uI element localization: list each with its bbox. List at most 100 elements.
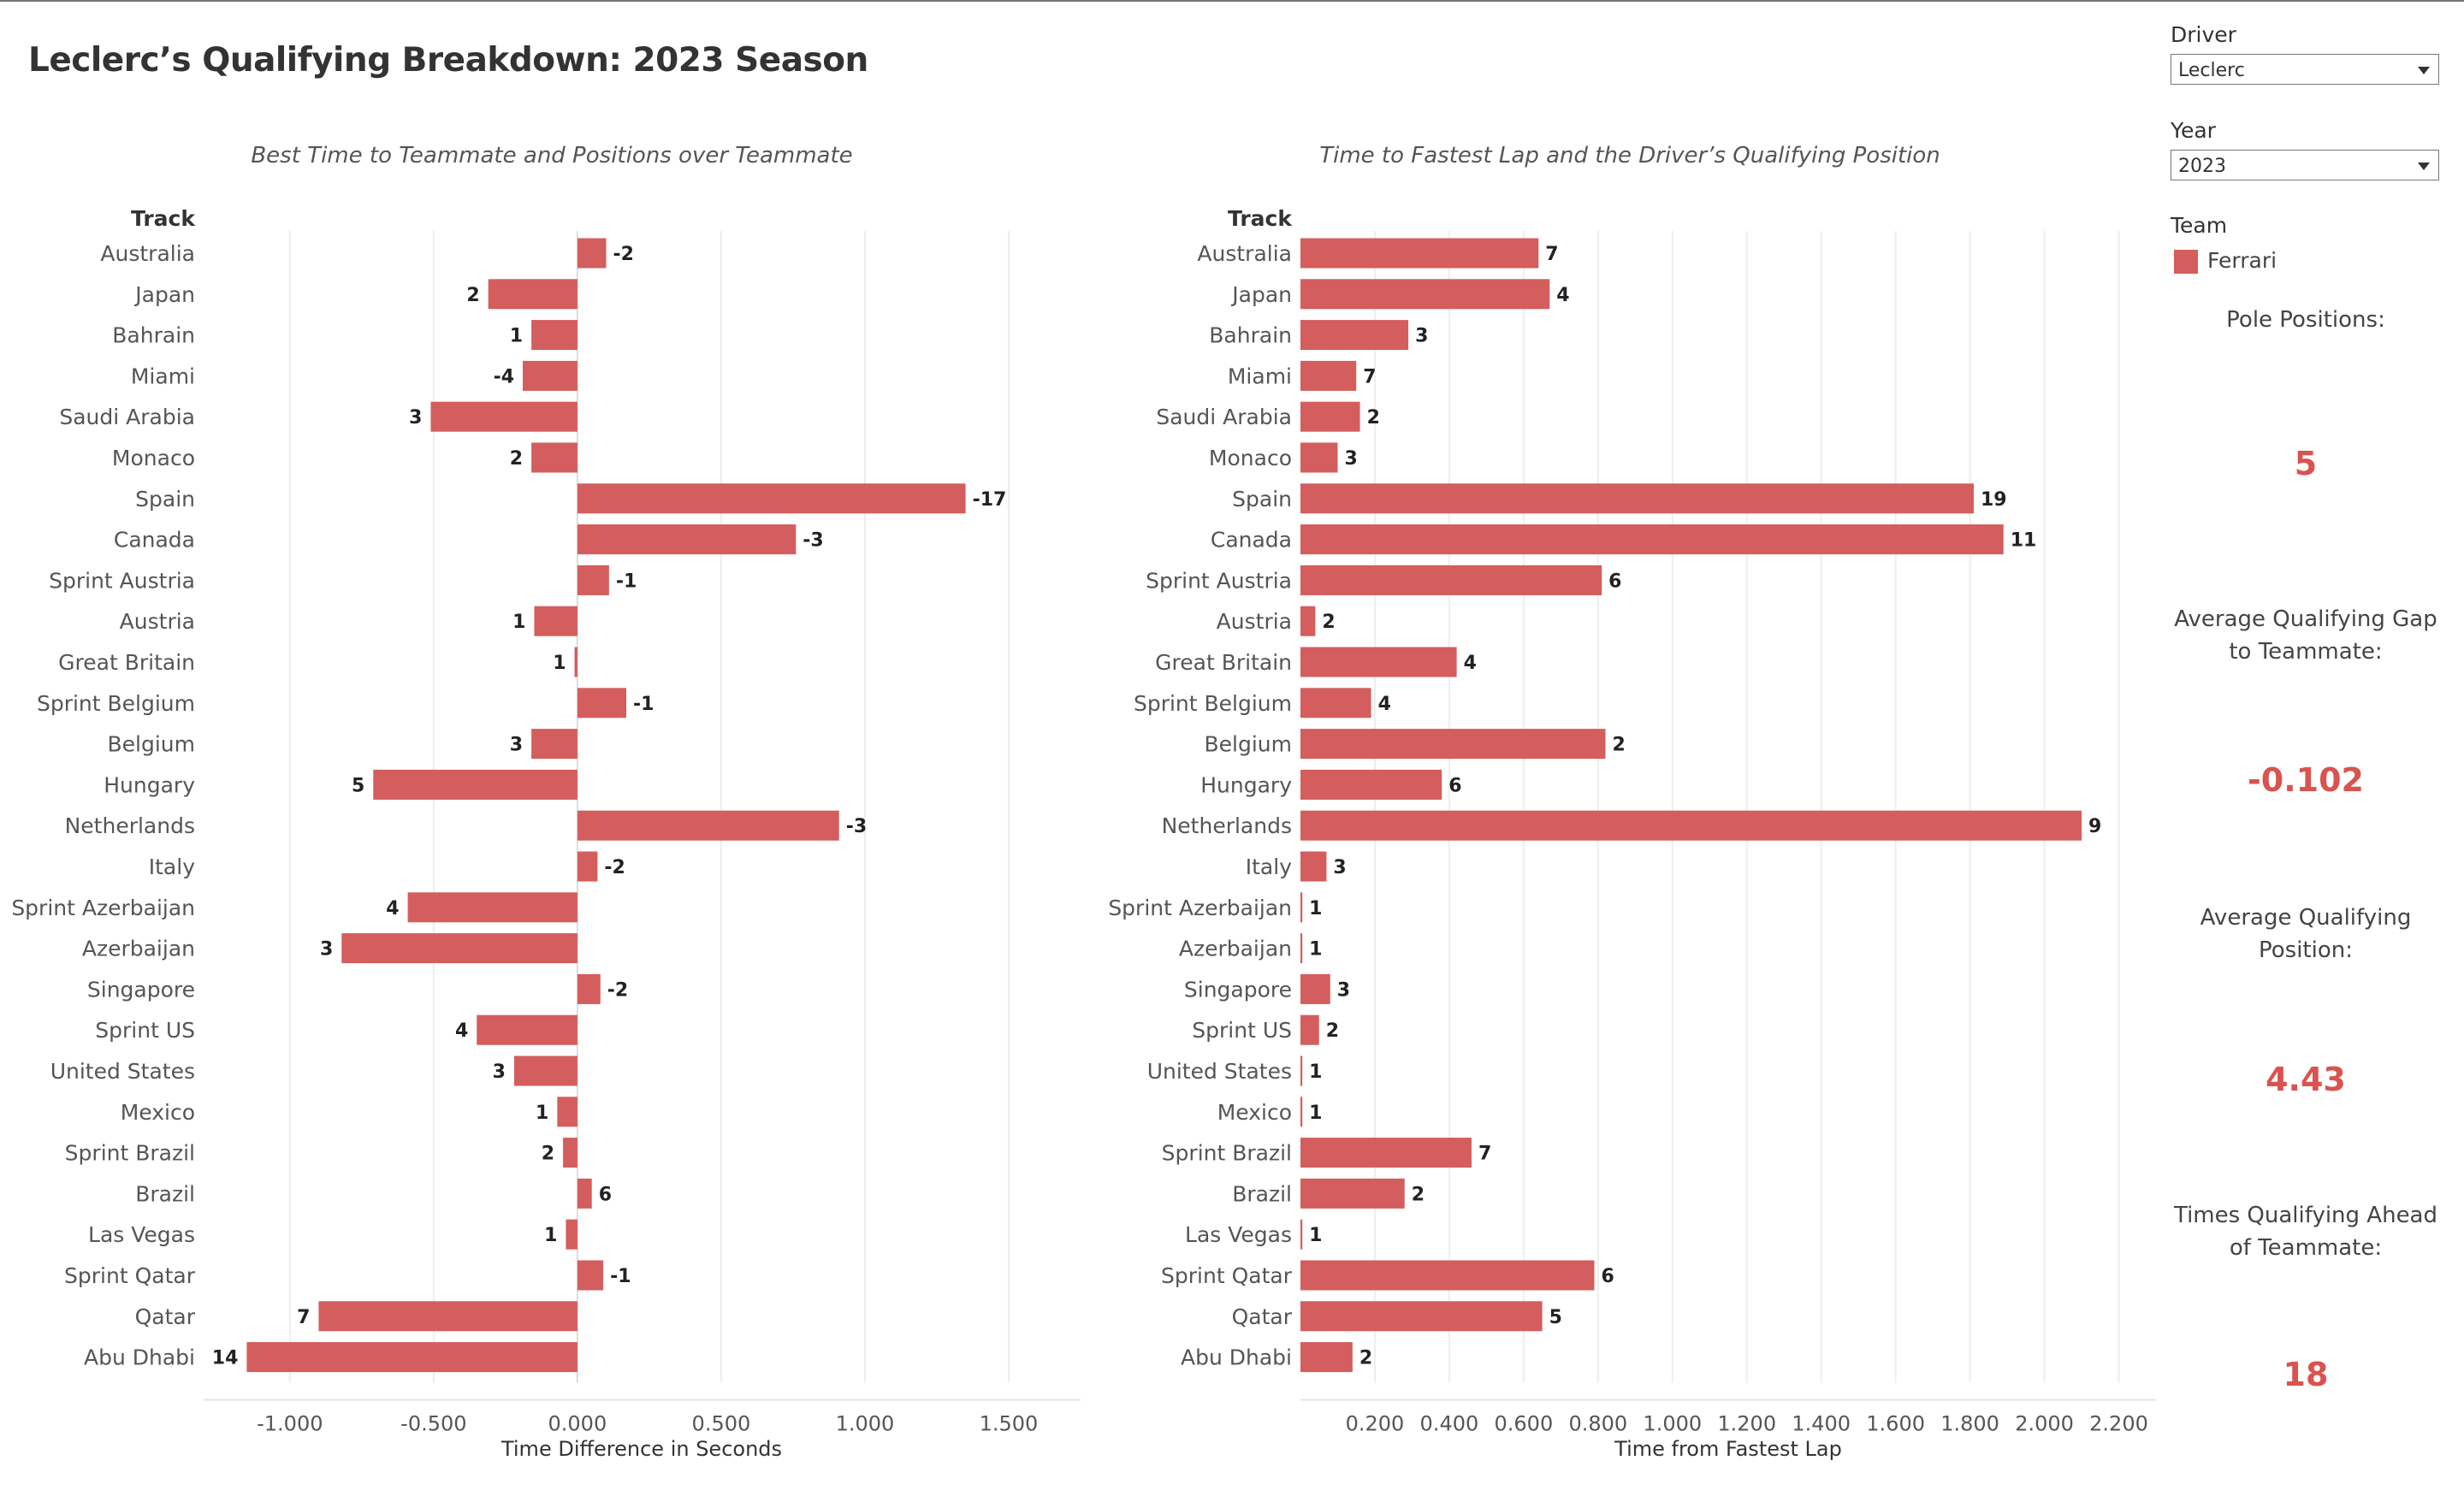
x-tick-label: 1.500 [980, 1412, 1039, 1436]
year-dropdown-value: 2023 [2178, 156, 2226, 177]
bar [1300, 973, 1330, 1004]
chevron-down-icon[interactable] [2418, 67, 2430, 74]
data-label: 2 [1322, 612, 1335, 633]
kpi-label-line: Pole Positions: [2226, 307, 2385, 333]
data-label: 3 [1333, 857, 1346, 878]
category-label: Sprint Austria [49, 568, 195, 593]
bar [577, 524, 797, 555]
category-label: Las Vegas [88, 1222, 195, 1247]
bar [531, 729, 578, 760]
team-legend-label[interactable]: Ferrari [2207, 248, 2277, 273]
driver-dropdown[interactable]: Leclerc [2171, 54, 2439, 85]
category-label: Hungary [104, 772, 195, 797]
bar [373, 769, 578, 800]
category-label: United States [1147, 1059, 1292, 1084]
data-label: 3 [1415, 326, 1428, 347]
x-tick-label: -0.500 [400, 1412, 466, 1436]
data-label: 2 [510, 448, 523, 470]
bar [531, 442, 578, 473]
bar [1300, 1301, 1543, 1332]
data-label: 1 [1309, 898, 1322, 919]
category-label: Brazil [1232, 1181, 1292, 1206]
category-label: Sprint US [95, 1018, 195, 1043]
data-label: 6 [1601, 1266, 1614, 1287]
category-label: Japan [133, 282, 195, 307]
chevron-down-icon[interactable] [2418, 163, 2430, 170]
x-tick-label: 1.400 [1792, 1412, 1851, 1436]
bar [341, 933, 578, 964]
data-label: -3 [846, 816, 867, 837]
data-label: 6 [1448, 775, 1461, 796]
bar [577, 810, 839, 841]
x-tick-label: 0.800 [1568, 1412, 1627, 1436]
data-label: 3 [320, 939, 333, 961]
bar [577, 1260, 604, 1291]
category-label: Sprint Belgium [1134, 691, 1292, 716]
bar [1300, 647, 1457, 677]
x-tick-label: 1.800 [1940, 1412, 1999, 1436]
data-label: 3 [510, 735, 523, 756]
year-dropdown[interactable]: 2023 [2171, 150, 2439, 180]
category-label: Bahrain [1209, 323, 1292, 348]
category-label: Austria [120, 609, 195, 634]
category-label: Miami [131, 364, 195, 388]
x-axis-title: Time Difference in Seconds [500, 1437, 782, 1461]
row-header: Track [1228, 206, 1293, 231]
x-tick-label: 1.000 [1643, 1412, 1702, 1436]
bar [1300, 810, 2082, 841]
driver-filter-label: Driver [2171, 22, 2236, 47]
row-header: Track [131, 206, 196, 231]
bar [477, 1014, 578, 1045]
data-label: 6 [1608, 571, 1621, 592]
bar [1300, 483, 1974, 514]
bar [318, 1301, 578, 1332]
x-axis-title: Time from Fastest Lap [1614, 1437, 1842, 1461]
category-label: Netherlands [1162, 813, 1292, 838]
x-tick-label: 0.500 [692, 1412, 751, 1436]
x-tick-label: 0.600 [1495, 1412, 1554, 1436]
category-label: Canada [1211, 528, 1292, 553]
category-label: Austria [1217, 609, 1292, 634]
data-label: 1 [510, 326, 523, 347]
data-label: 2 [1326, 1020, 1339, 1042]
bar [563, 1138, 578, 1168]
driver-dropdown-value: Leclerc [2178, 60, 2245, 81]
data-label: 9 [2088, 816, 2101, 837]
category-label: Abu Dhabi [1181, 1345, 1292, 1370]
bar [1300, 1055, 1303, 1086]
bar [488, 279, 578, 310]
teammate-gap-chart: Best Time to Teammate and Positions over… [11, 143, 1081, 1461]
bar [577, 483, 966, 514]
avg-position-value: 4.43 [2266, 1061, 2346, 1098]
bar [246, 1342, 578, 1373]
category-label: Great Britain [1155, 650, 1292, 675]
bar [513, 1055, 578, 1086]
avg-gap-label: Average Qualifying Gap to Teammate: [2173, 603, 2438, 668]
category-label: United States [50, 1059, 195, 1084]
bar [1300, 769, 1442, 800]
data-label: 1 [553, 653, 566, 674]
top-border [0, 0, 2464, 2]
bar [574, 647, 578, 677]
bar [1300, 1014, 1319, 1045]
data-label: 2 [1412, 1184, 1424, 1205]
category-label: Hungary [1200, 772, 1292, 797]
category-label: Saudi Arabia [1156, 405, 1292, 429]
team-legend-title: Team [2171, 213, 2228, 238]
category-label: Sprint US [1192, 1018, 1292, 1043]
data-label: -3 [803, 530, 823, 552]
bar [534, 606, 578, 636]
bar [1300, 1219, 1303, 1250]
fastest-lap-chart: Time to Fastest Lap and the Driver’s Qua… [1108, 143, 2156, 1461]
data-label: -17 [973, 489, 1007, 511]
data-label: 4 [1464, 653, 1477, 674]
x-tick-label: 1.000 [836, 1412, 895, 1436]
bar [577, 238, 607, 269]
data-label: 3 [1337, 979, 1350, 1001]
category-label: Azerbaijan [1179, 937, 1292, 961]
category-label: Mexico [1217, 1100, 1292, 1125]
data-label: 11 [2011, 530, 2037, 552]
bar [577, 973, 601, 1004]
bar [1300, 401, 1360, 432]
bar [1300, 1097, 1303, 1127]
